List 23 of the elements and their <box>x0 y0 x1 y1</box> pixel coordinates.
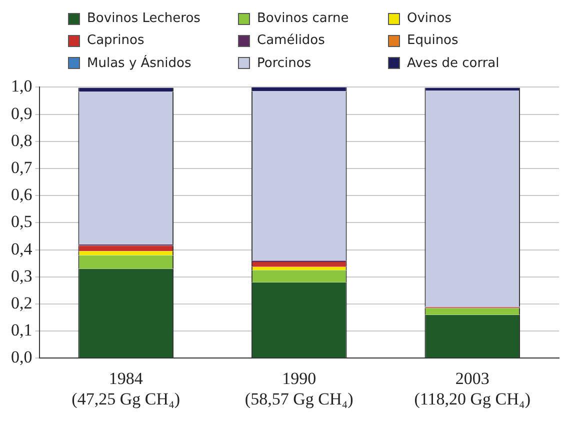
legend-label: Mulas y Ásnidos <box>87 56 192 71</box>
y-tick-label: 0,2 <box>11 293 32 312</box>
legend-label: Ovinos <box>407 11 452 26</box>
legend-label: Camélidos <box>257 33 325 48</box>
y-tick-label: 0,7 <box>11 158 33 177</box>
y-tick-label: 1,0 <box>11 76 32 96</box>
y-tick-label: 0,3 <box>11 266 32 286</box>
legend-label: Caprinos <box>87 33 144 48</box>
y-tick-label: 0,8 <box>11 130 32 150</box>
x-tick-label: 1990 (58,57 Gg CH₄) <box>244 368 354 408</box>
y-tick-label: 0,9 <box>11 104 32 123</box>
y-tick-label: 0,4 <box>11 239 33 258</box>
legend-label: Equinos <box>407 33 458 48</box>
x-tick-label: 1984 (47,25 Gg CH₄) <box>72 368 180 408</box>
legend-label: Bovinos Lecheros <box>87 11 200 26</box>
y-tick-label: 0,0 <box>11 348 32 367</box>
x-tick-label: 2003 (118,20 Gg CH₄) <box>414 368 531 408</box>
legend-label: Porcinos <box>257 56 312 71</box>
y-tick-label: 0,6 <box>11 185 32 204</box>
legend-label: Bovinos carne <box>257 11 349 26</box>
y-tick-label: 0,5 <box>11 212 32 232</box>
y-tick-label: 0,1 <box>11 320 32 340</box>
legend-label: Aves de corral <box>407 56 500 71</box>
